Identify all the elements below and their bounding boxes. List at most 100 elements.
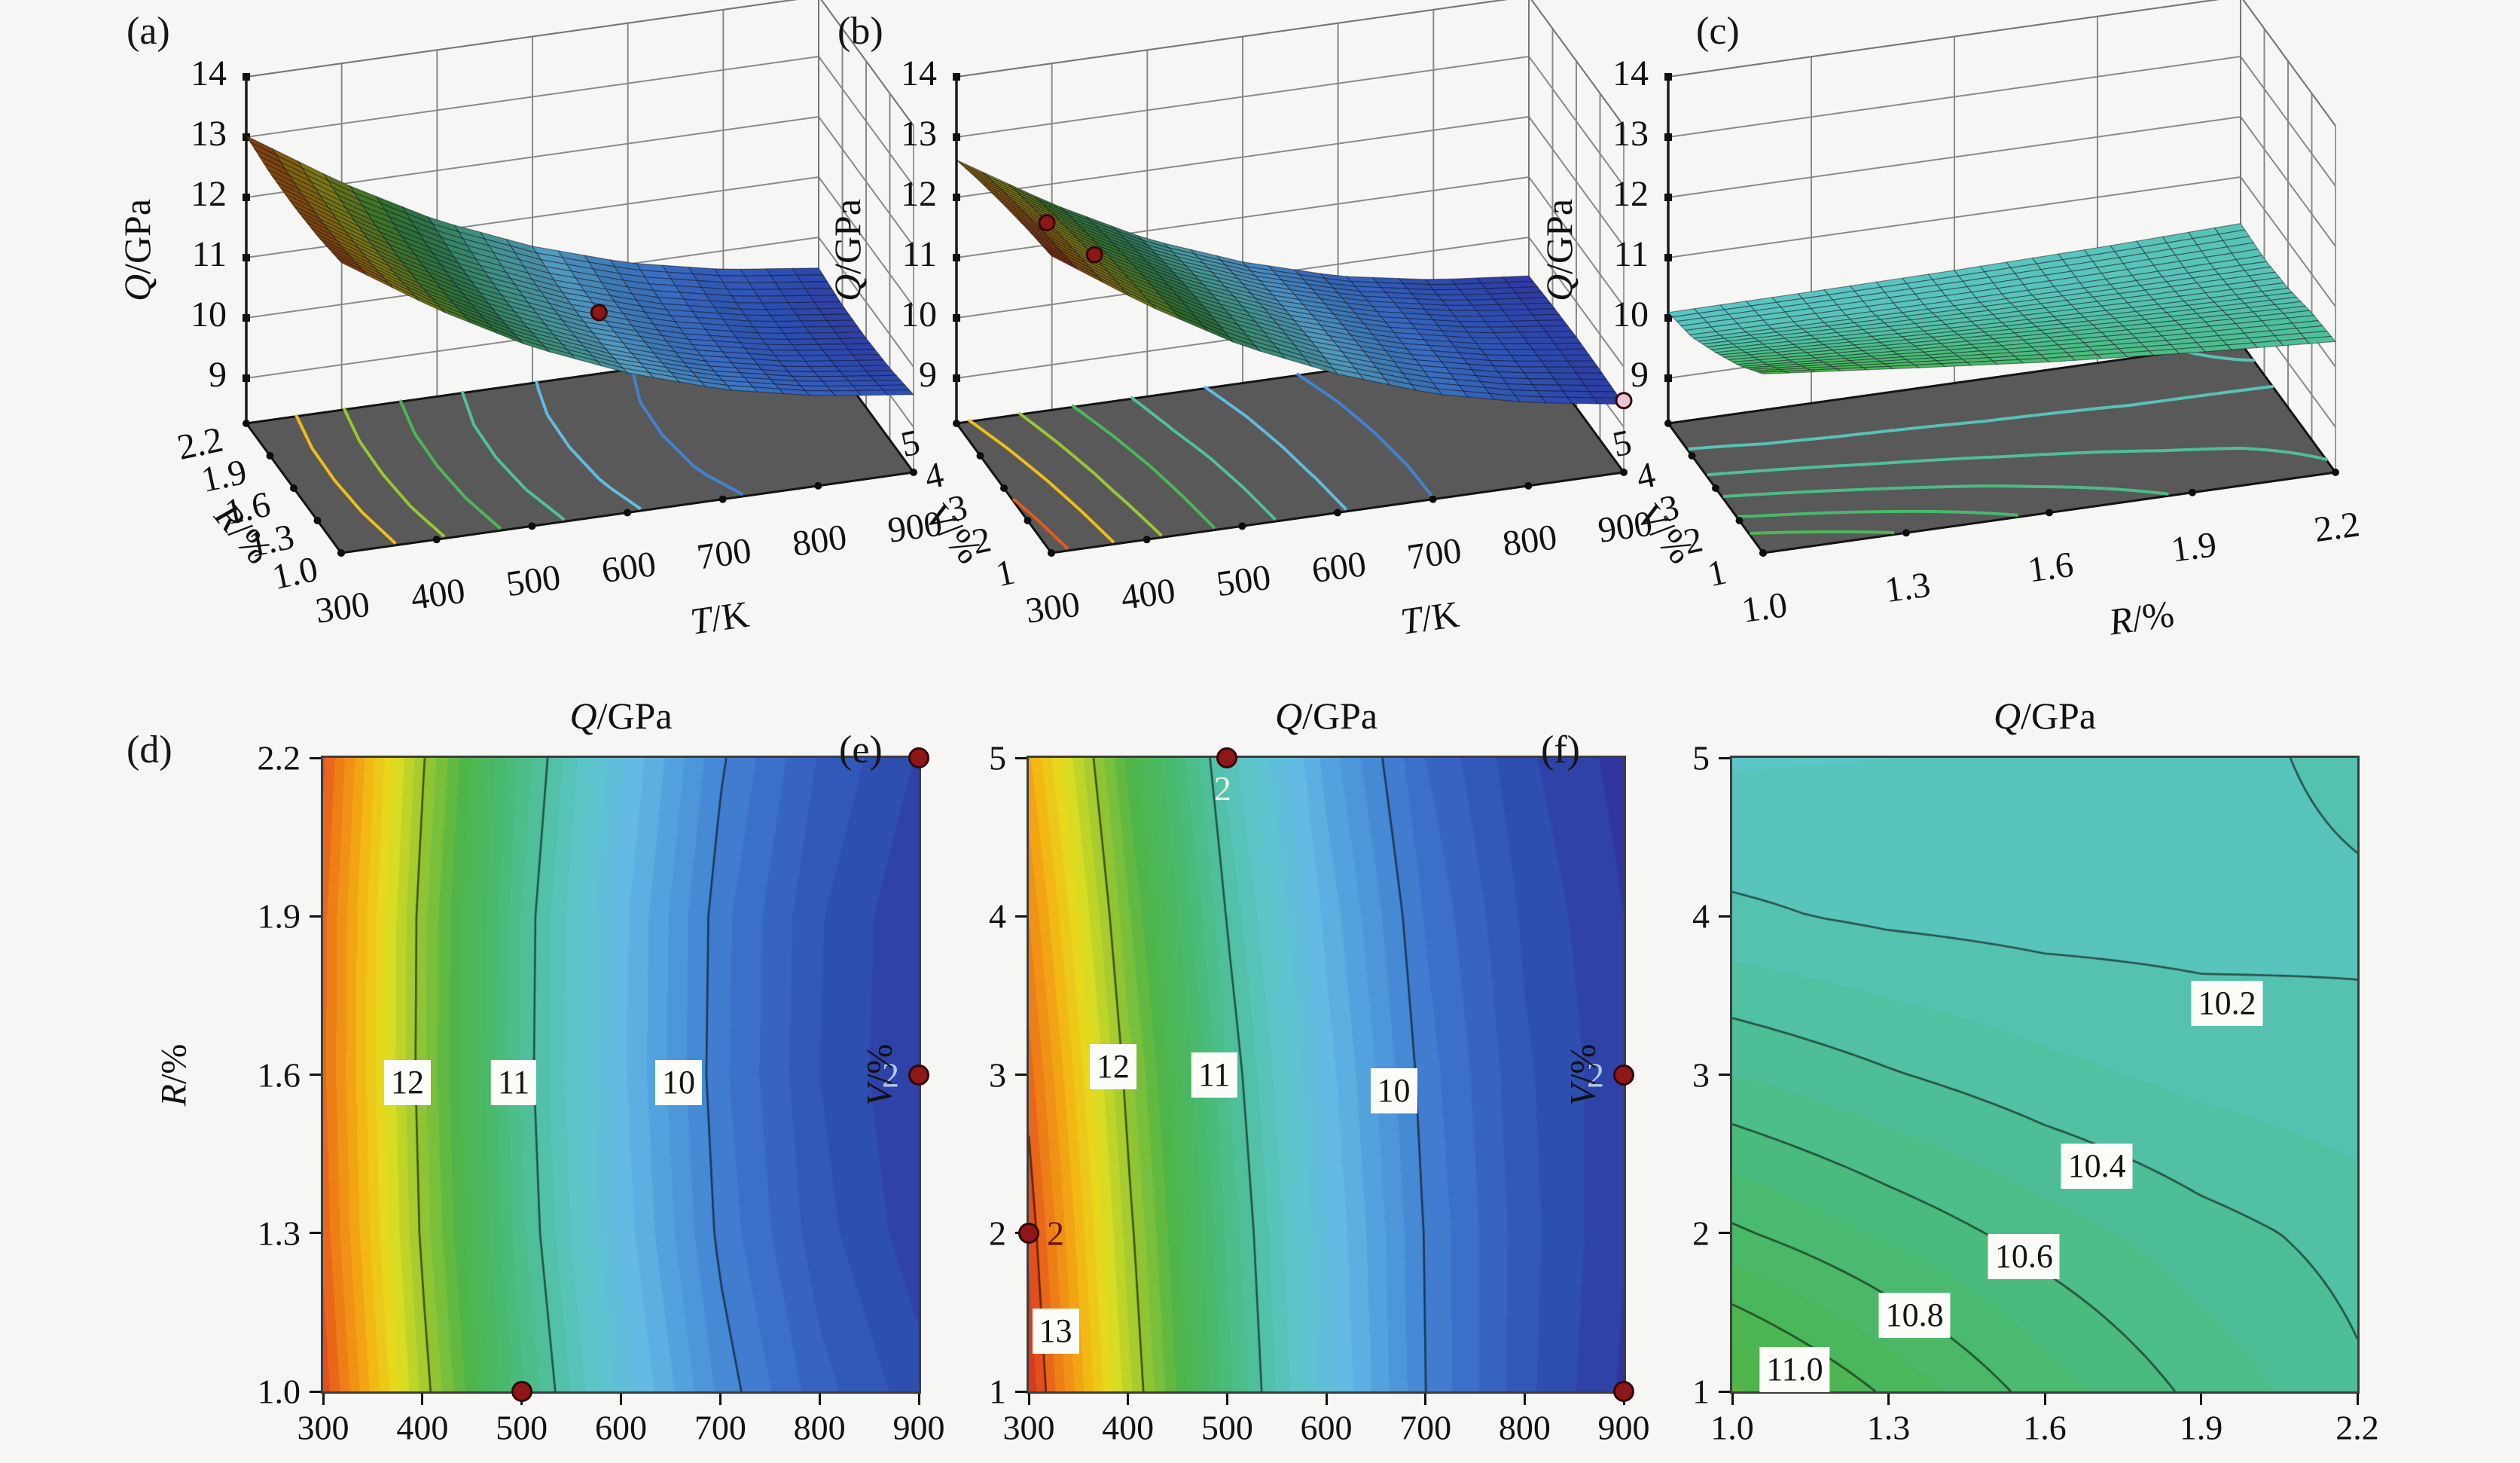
surface-mesh-cell xyxy=(2166,237,2198,250)
surface-mesh-cell xyxy=(852,354,885,362)
x-axis-tick-label: 2.2 xyxy=(2335,1408,2379,1447)
floor-contour-line xyxy=(1017,411,1024,417)
floor-contour-line xyxy=(1093,522,1099,528)
surface-mesh-cell xyxy=(544,323,577,338)
surface-mesh-cell xyxy=(1315,319,1348,331)
surface-mesh-cell xyxy=(1875,277,1908,288)
surface-mesh-cell xyxy=(595,360,629,374)
floor-contour-line xyxy=(627,499,633,505)
surface-mesh-cell xyxy=(2110,240,2142,252)
surface-mesh-cell xyxy=(1441,330,1474,339)
floor-contour-line xyxy=(524,488,531,494)
surface-mesh-cell xyxy=(1419,303,1452,312)
surface-mesh-cell xyxy=(505,238,538,254)
surface-mesh-cell xyxy=(718,313,750,322)
y-axis-tick-label: 5 xyxy=(898,422,923,465)
floor-contour-line xyxy=(551,509,556,514)
surface-mesh-cell xyxy=(2101,302,2133,311)
surface-mesh-cell xyxy=(413,253,447,273)
surface-mesh-cell xyxy=(1133,283,1165,301)
surface-mesh-cell xyxy=(1137,289,1170,306)
surface-mesh-cell xyxy=(752,289,785,297)
surface-mesh-cell xyxy=(636,263,668,273)
surface-mesh-cell xyxy=(644,276,677,286)
floor-contour-line xyxy=(1973,420,1985,424)
y-axis-tick xyxy=(953,420,960,427)
surface-mesh-cell xyxy=(2165,337,2198,346)
surface-mesh-cell xyxy=(2226,280,2259,291)
surface-mesh-cell xyxy=(1289,338,1322,353)
z-axis-title: Q/GPa xyxy=(116,199,158,301)
surface-mesh-cell xyxy=(1223,308,1257,323)
surface-mesh-cell xyxy=(2027,286,2060,296)
x-axis-tick xyxy=(2332,469,2339,476)
surface-mesh-cell xyxy=(734,367,767,375)
surface-mesh-cell xyxy=(683,298,715,308)
floor-contour-line xyxy=(658,430,664,435)
surface-mesh-cell xyxy=(804,389,837,396)
surface-mesh-cell xyxy=(1223,286,1257,300)
surface-mesh-cell xyxy=(618,336,651,348)
surface-mesh-cell xyxy=(444,243,477,260)
surface-mesh-cell xyxy=(1893,298,1925,309)
surface-mesh-cell xyxy=(1060,249,1091,269)
surface-mesh-cell xyxy=(1940,316,1973,325)
surface-mesh-cell xyxy=(1776,365,1807,371)
surface-mesh-cell xyxy=(1797,289,1830,299)
surface-mesh-cell xyxy=(1502,309,1534,316)
surface-mesh-cell xyxy=(756,332,789,341)
surface-mesh-cell xyxy=(1706,318,1739,328)
surface-mesh-cell xyxy=(1793,359,1826,365)
floor-contour-line xyxy=(1222,469,1228,475)
surface-mesh-cell xyxy=(865,370,898,377)
floor-contour-line xyxy=(1857,463,1869,466)
surface-mesh-cell xyxy=(458,308,490,325)
surface-mesh-cell xyxy=(657,297,690,307)
floor-contour-line xyxy=(456,487,462,493)
surface-mesh-cell xyxy=(691,273,725,283)
surface-mesh-cell xyxy=(1328,362,1361,375)
design-point-marker xyxy=(908,747,929,768)
surface-mesh-cell xyxy=(1103,250,1135,266)
surface-mesh-cell xyxy=(1428,313,1460,322)
surface-mesh-cell xyxy=(288,200,321,220)
x-axis-tick xyxy=(528,522,536,530)
surface-mesh-cell xyxy=(869,374,902,381)
surface-mesh-cell xyxy=(1098,277,1130,297)
floor-contour-line xyxy=(1179,492,1185,498)
surface-mesh-cell xyxy=(285,194,316,214)
surface-mesh-cell xyxy=(496,258,529,274)
surface-mesh-cell xyxy=(462,237,495,254)
surface-mesh-cell xyxy=(1345,276,1378,283)
surface-mesh-cell xyxy=(484,238,517,254)
floor-contour-line xyxy=(656,426,661,432)
surface-mesh-cell xyxy=(2131,304,2164,313)
floor-contour-line xyxy=(2072,408,2082,413)
surface-mesh-cell xyxy=(2200,344,2233,353)
surface-mesh-cell xyxy=(1796,344,1830,351)
surface-mesh-cell xyxy=(1017,191,1048,209)
floor-contour-line xyxy=(1141,405,1148,411)
floor-contour-line xyxy=(1204,518,1210,524)
floor-contour-line xyxy=(349,498,355,504)
floor-contour-line xyxy=(1314,477,1320,483)
surface-mesh-cell xyxy=(1228,268,1262,282)
surface-mesh-cell xyxy=(1301,304,1335,315)
floor-contour-line xyxy=(482,512,488,518)
surface-mesh-cell xyxy=(804,360,837,368)
floor-contour-line xyxy=(406,416,410,421)
surface-mesh-cell xyxy=(1323,356,1356,369)
surface-mesh-cell xyxy=(1025,227,1057,246)
surface-mesh-cell xyxy=(1471,369,1504,379)
surface-mesh-cell xyxy=(1557,348,1591,356)
surface-mesh-cell xyxy=(1445,304,1478,312)
surface-mesh-cell xyxy=(617,362,651,374)
floor-contour-line xyxy=(2245,447,2257,451)
surface-mesh-cell xyxy=(613,301,646,313)
floor-contour-line xyxy=(1885,487,1896,490)
floor-contour-line xyxy=(400,403,404,408)
surface-mesh-cell xyxy=(1914,343,1947,350)
surface-mesh-cell xyxy=(1155,289,1187,307)
surface-mesh-cell xyxy=(1917,346,1951,353)
surface-mesh-cell xyxy=(1875,336,1908,344)
